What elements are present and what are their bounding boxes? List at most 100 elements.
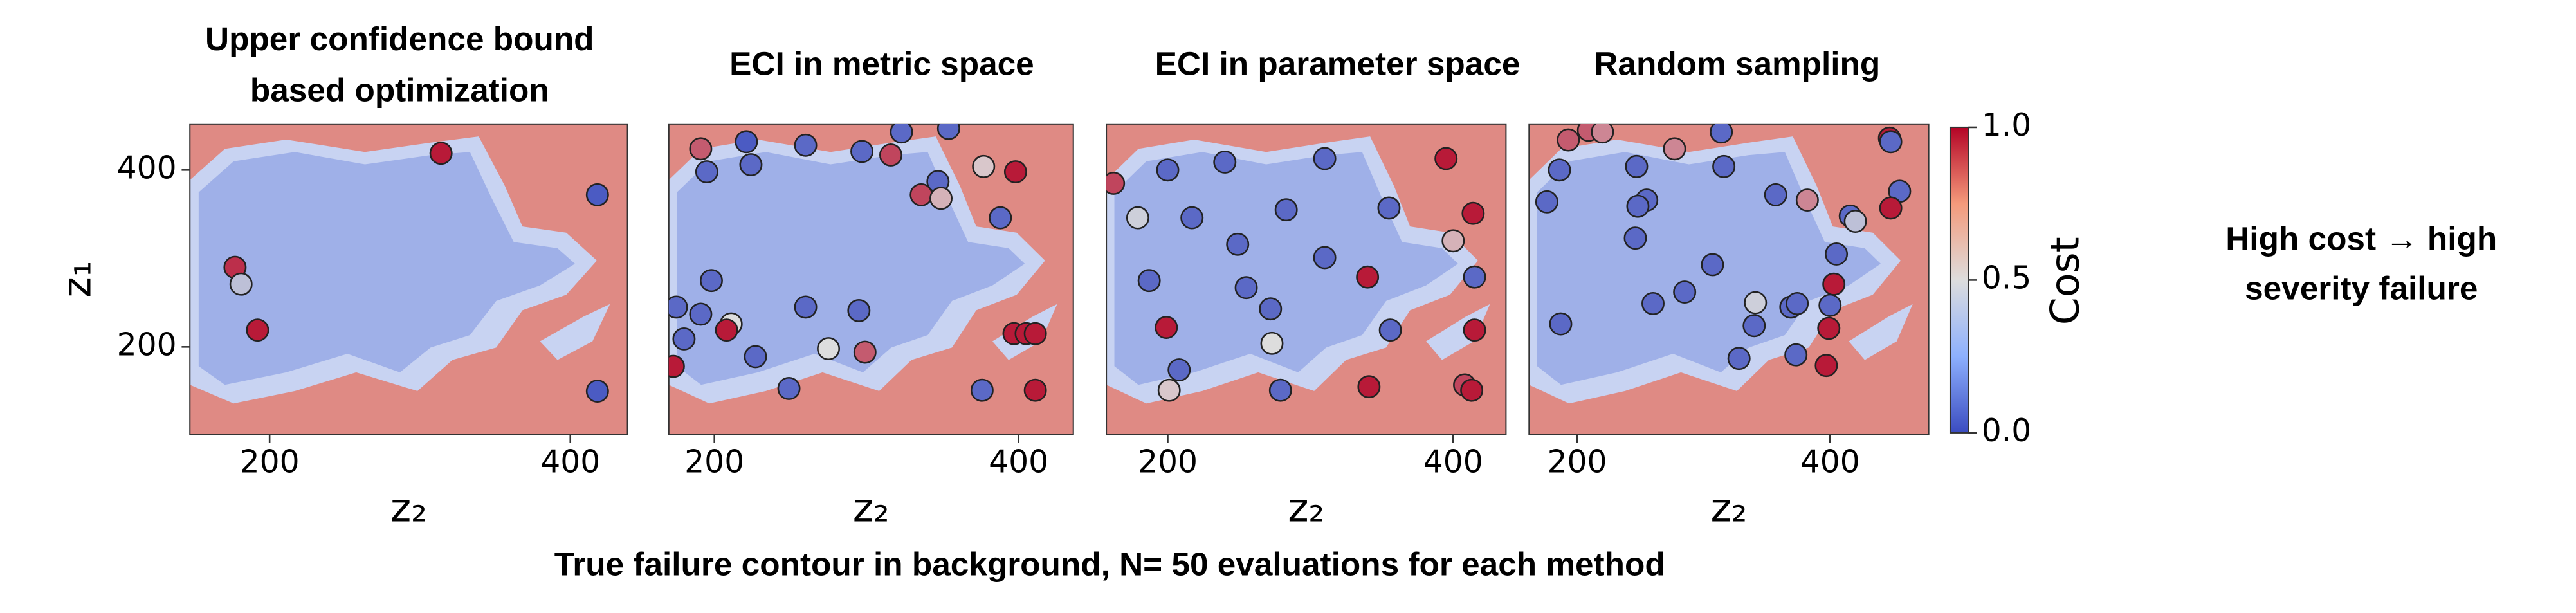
point [1023, 378, 1047, 402]
point [1155, 316, 1178, 340]
note: High cost → high [2225, 221, 2497, 257]
x-tick-label: 400 [1800, 444, 1860, 480]
point [777, 376, 801, 400]
point [229, 272, 253, 296]
plot-frame [189, 123, 628, 435]
point [699, 269, 723, 293]
point [1557, 128, 1580, 152]
point [1817, 316, 1841, 340]
points [1535, 124, 1912, 378]
x-axis-label: z₂ [390, 485, 427, 531]
panel-title: ECI in metric space [729, 46, 1034, 82]
point [1818, 293, 1842, 317]
point [739, 153, 763, 177]
point [1814, 354, 1838, 378]
point [1213, 150, 1237, 174]
point [989, 206, 1012, 230]
point [1167, 358, 1191, 382]
point [1548, 158, 1571, 182]
point [1673, 280, 1697, 304]
point [1764, 183, 1787, 206]
y-tick-label: 400 [117, 149, 177, 186]
point [1156, 158, 1180, 182]
point [1463, 318, 1486, 342]
point [1825, 242, 1849, 266]
point [879, 143, 902, 167]
point [1180, 206, 1204, 230]
point [909, 183, 933, 206]
point [970, 378, 994, 402]
y-tick-label: 200 [117, 326, 177, 363]
point [1357, 375, 1381, 399]
point [668, 354, 685, 378]
colorbar [1949, 126, 1969, 434]
point [1663, 137, 1686, 161]
point [246, 318, 269, 342]
colorbar-tick-label: 0.0 [1982, 412, 2032, 449]
failure-contour [190, 124, 628, 435]
point [1434, 147, 1458, 170]
x-tick-label: 200 [1138, 444, 1198, 480]
points [1106, 147, 1486, 402]
point [890, 124, 913, 144]
point [794, 295, 818, 319]
x-axis-label: z₂ [1288, 485, 1324, 531]
point [1744, 291, 1768, 315]
point [1106, 171, 1126, 195]
point [1742, 314, 1766, 338]
point [429, 142, 453, 165]
point [1157, 378, 1181, 402]
point [1126, 206, 1149, 230]
point [1549, 312, 1573, 336]
point [1591, 124, 1614, 144]
point [1259, 297, 1283, 321]
point [1641, 291, 1665, 315]
point [1137, 269, 1161, 293]
point [735, 130, 758, 154]
plot-frame [668, 123, 1074, 435]
point [695, 160, 718, 184]
point [1023, 322, 1047, 345]
colorbar-tick-label: 0.5 [1982, 259, 2032, 296]
point [1710, 124, 1733, 144]
point [1268, 378, 1292, 402]
point [794, 133, 818, 157]
point [1260, 331, 1284, 355]
point [1786, 291, 1809, 315]
x-axis-label: z₂ [853, 485, 890, 531]
panel-title: Random sampling [1594, 46, 1880, 82]
x-tick-label: 400 [1423, 444, 1483, 480]
point [715, 318, 738, 342]
point [1535, 190, 1558, 214]
x-tick-label: 400 [540, 444, 600, 480]
point [847, 298, 871, 322]
point [689, 137, 713, 161]
point [1626, 194, 1650, 218]
point [1795, 188, 1819, 212]
x-tick-label: 200 [240, 444, 300, 480]
point [585, 380, 609, 403]
note: severity failure [2245, 270, 2478, 307]
plot-frame [1106, 123, 1507, 435]
point [1727, 347, 1751, 371]
point [1378, 318, 1402, 342]
points [668, 124, 1047, 402]
point [850, 140, 874, 163]
panel-title: ECI in parameter space [1155, 46, 1521, 82]
point [585, 183, 609, 206]
point [1701, 253, 1724, 277]
point [936, 124, 960, 140]
point [1625, 154, 1649, 178]
point [1356, 265, 1380, 289]
point [972, 154, 996, 178]
point [1461, 201, 1485, 225]
colorbar-label: Cost [2042, 237, 2088, 325]
point [1441, 229, 1465, 253]
panel-title: based optimization [250, 72, 549, 109]
point [1822, 272, 1846, 296]
points [223, 142, 609, 403]
point [1313, 147, 1337, 170]
point [1313, 246, 1337, 270]
